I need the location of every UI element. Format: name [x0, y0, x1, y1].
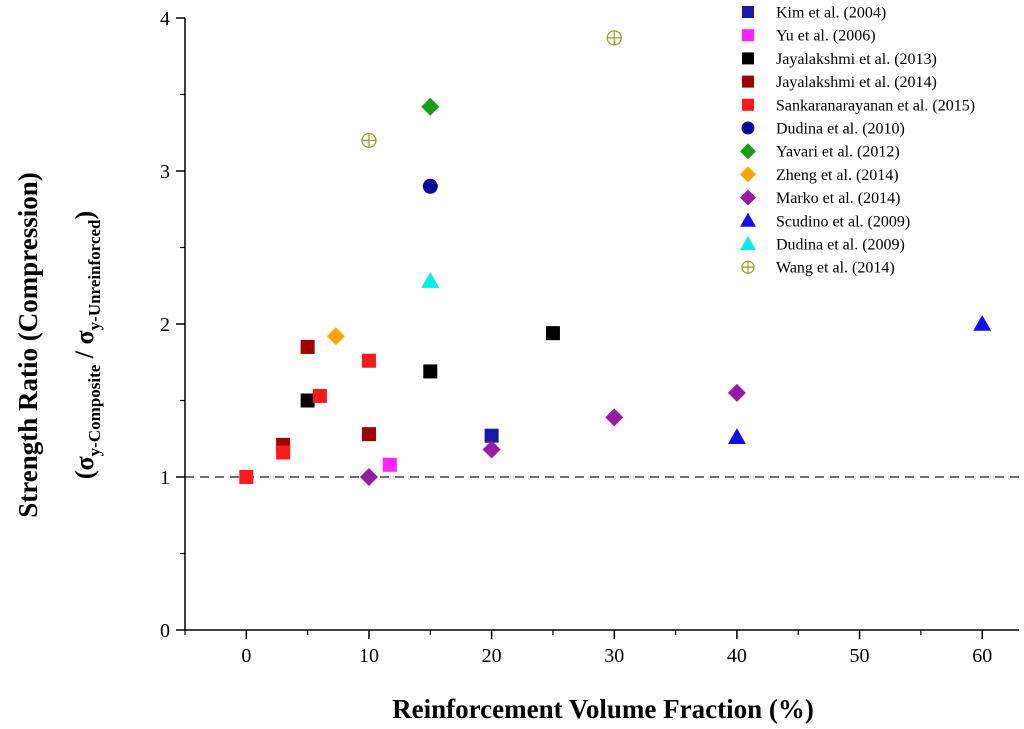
legend-label-11: Wang et al. (2014) [776, 260, 895, 277]
data-point-series-9 [973, 315, 992, 331]
x-tick-label: 30 [604, 645, 624, 667]
legend-label-3: Jayalakshmi et al. (2014) [776, 74, 937, 91]
ylabel-sub2: y-Unreinforced [85, 219, 104, 330]
data-point-series-8 [359, 468, 378, 486]
legend-marker-4 [742, 98, 754, 111]
x-tick-label: 10 [359, 645, 379, 667]
data-point-series-8 [605, 408, 624, 427]
legend-marker-3 [742, 75, 754, 88]
data-point-series-4 [312, 388, 327, 403]
data-point-series-6 [421, 97, 440, 116]
data-point-series-2 [300, 393, 315, 408]
y-axis-title-line2: (σy-Composite / σy-Unreinforced) [70, 211, 104, 479]
legend-marker-5 [741, 121, 755, 135]
data-point-series-5 [422, 178, 438, 194]
y-axis-title: Strength Ratio (Compression) [13, 172, 43, 518]
axes: 0 10 20 30 40 50 60 0 1 2 3 4 [160, 8, 1019, 667]
data-point-series-9 [727, 428, 746, 444]
data-point-series-11 [361, 132, 377, 149]
ylabel-open: (σ [70, 456, 99, 479]
data-point-series-8 [482, 440, 501, 459]
data-point-series-2 [423, 364, 438, 379]
data-point-series-7 [326, 327, 345, 346]
legend: Kim et al. (2004) Yu et al. (2006) Jayalak… [740, 5, 975, 277]
data-point-series-1 [382, 457, 397, 472]
legend-marker-10 [740, 236, 756, 250]
x-tick-label: 50 [850, 645, 870, 667]
x-tick-label: 40 [727, 645, 747, 667]
legend-label-0: Kim et al. (2004) [776, 5, 886, 22]
legend-marker-2 [742, 52, 754, 65]
legend-label-7: Zheng et al. (2014) [776, 167, 899, 184]
x-axis-title: Reinforcement Volume Fraction (%) [392, 694, 814, 724]
legend-marker-6 [740, 143, 756, 160]
legend-label-9: Scudino et al. (2009) [776, 213, 910, 230]
data-points [239, 30, 992, 486]
x-tick-label: 20 [482, 645, 502, 667]
y-axis-subtitle: (σy-Composite / σy-Unreinforced) [70, 211, 104, 479]
legend-label-2: Jayalakshmi et al. (2013) [776, 51, 937, 68]
legend-label-5: Dudina et al. (2010) [776, 121, 905, 138]
data-point-series-4 [276, 445, 291, 460]
data-point-series-0 [484, 428, 499, 443]
legend-marker-1 [742, 29, 754, 42]
legend-marker-8 [740, 189, 756, 206]
legend-label-4: Sankaranarayanan et al. (2015) [776, 97, 975, 114]
data-point-series-4 [361, 353, 376, 368]
y-tick-label: 3 [160, 161, 170, 183]
data-point-series-2 [545, 326, 560, 341]
legend-marker-9 [740, 212, 756, 227]
legend-marker-7 [740, 166, 756, 183]
legend-label-6: Yavari et al. (2012) [776, 144, 900, 161]
legend-marker-0 [742, 6, 754, 18]
legend-label-1: Yu et al. (2006) [776, 28, 876, 45]
legend-label-8: Marko et al. (2014) [776, 190, 900, 207]
y-axis-title-line1: Strength Ratio (Compression) [13, 172, 43, 518]
data-point-series-10 [421, 272, 440, 288]
y-tick-label: 4 [160, 8, 170, 30]
legend-label-10: Dudina et al. (2009) [776, 237, 905, 254]
x-tick-label: 0 [241, 645, 251, 667]
ylabel-sub1: y-Composite [85, 364, 104, 456]
data-point-series-8 [727, 383, 746, 402]
data-point-series-11 [606, 30, 622, 46]
y-tick-label: 2 [160, 314, 170, 336]
ylabel-close: ) [70, 211, 99, 220]
y-tick-label: 0 [160, 620, 170, 642]
y-tick-label: 1 [160, 467, 170, 489]
legend-marker-11 [741, 260, 755, 274]
x-tick-label: 60 [972, 645, 992, 667]
data-point-series-3 [361, 427, 376, 442]
data-point-series-4 [239, 470, 254, 484]
data-point-series-3 [300, 339, 315, 354]
ylabel-mid: / σ [70, 330, 99, 364]
